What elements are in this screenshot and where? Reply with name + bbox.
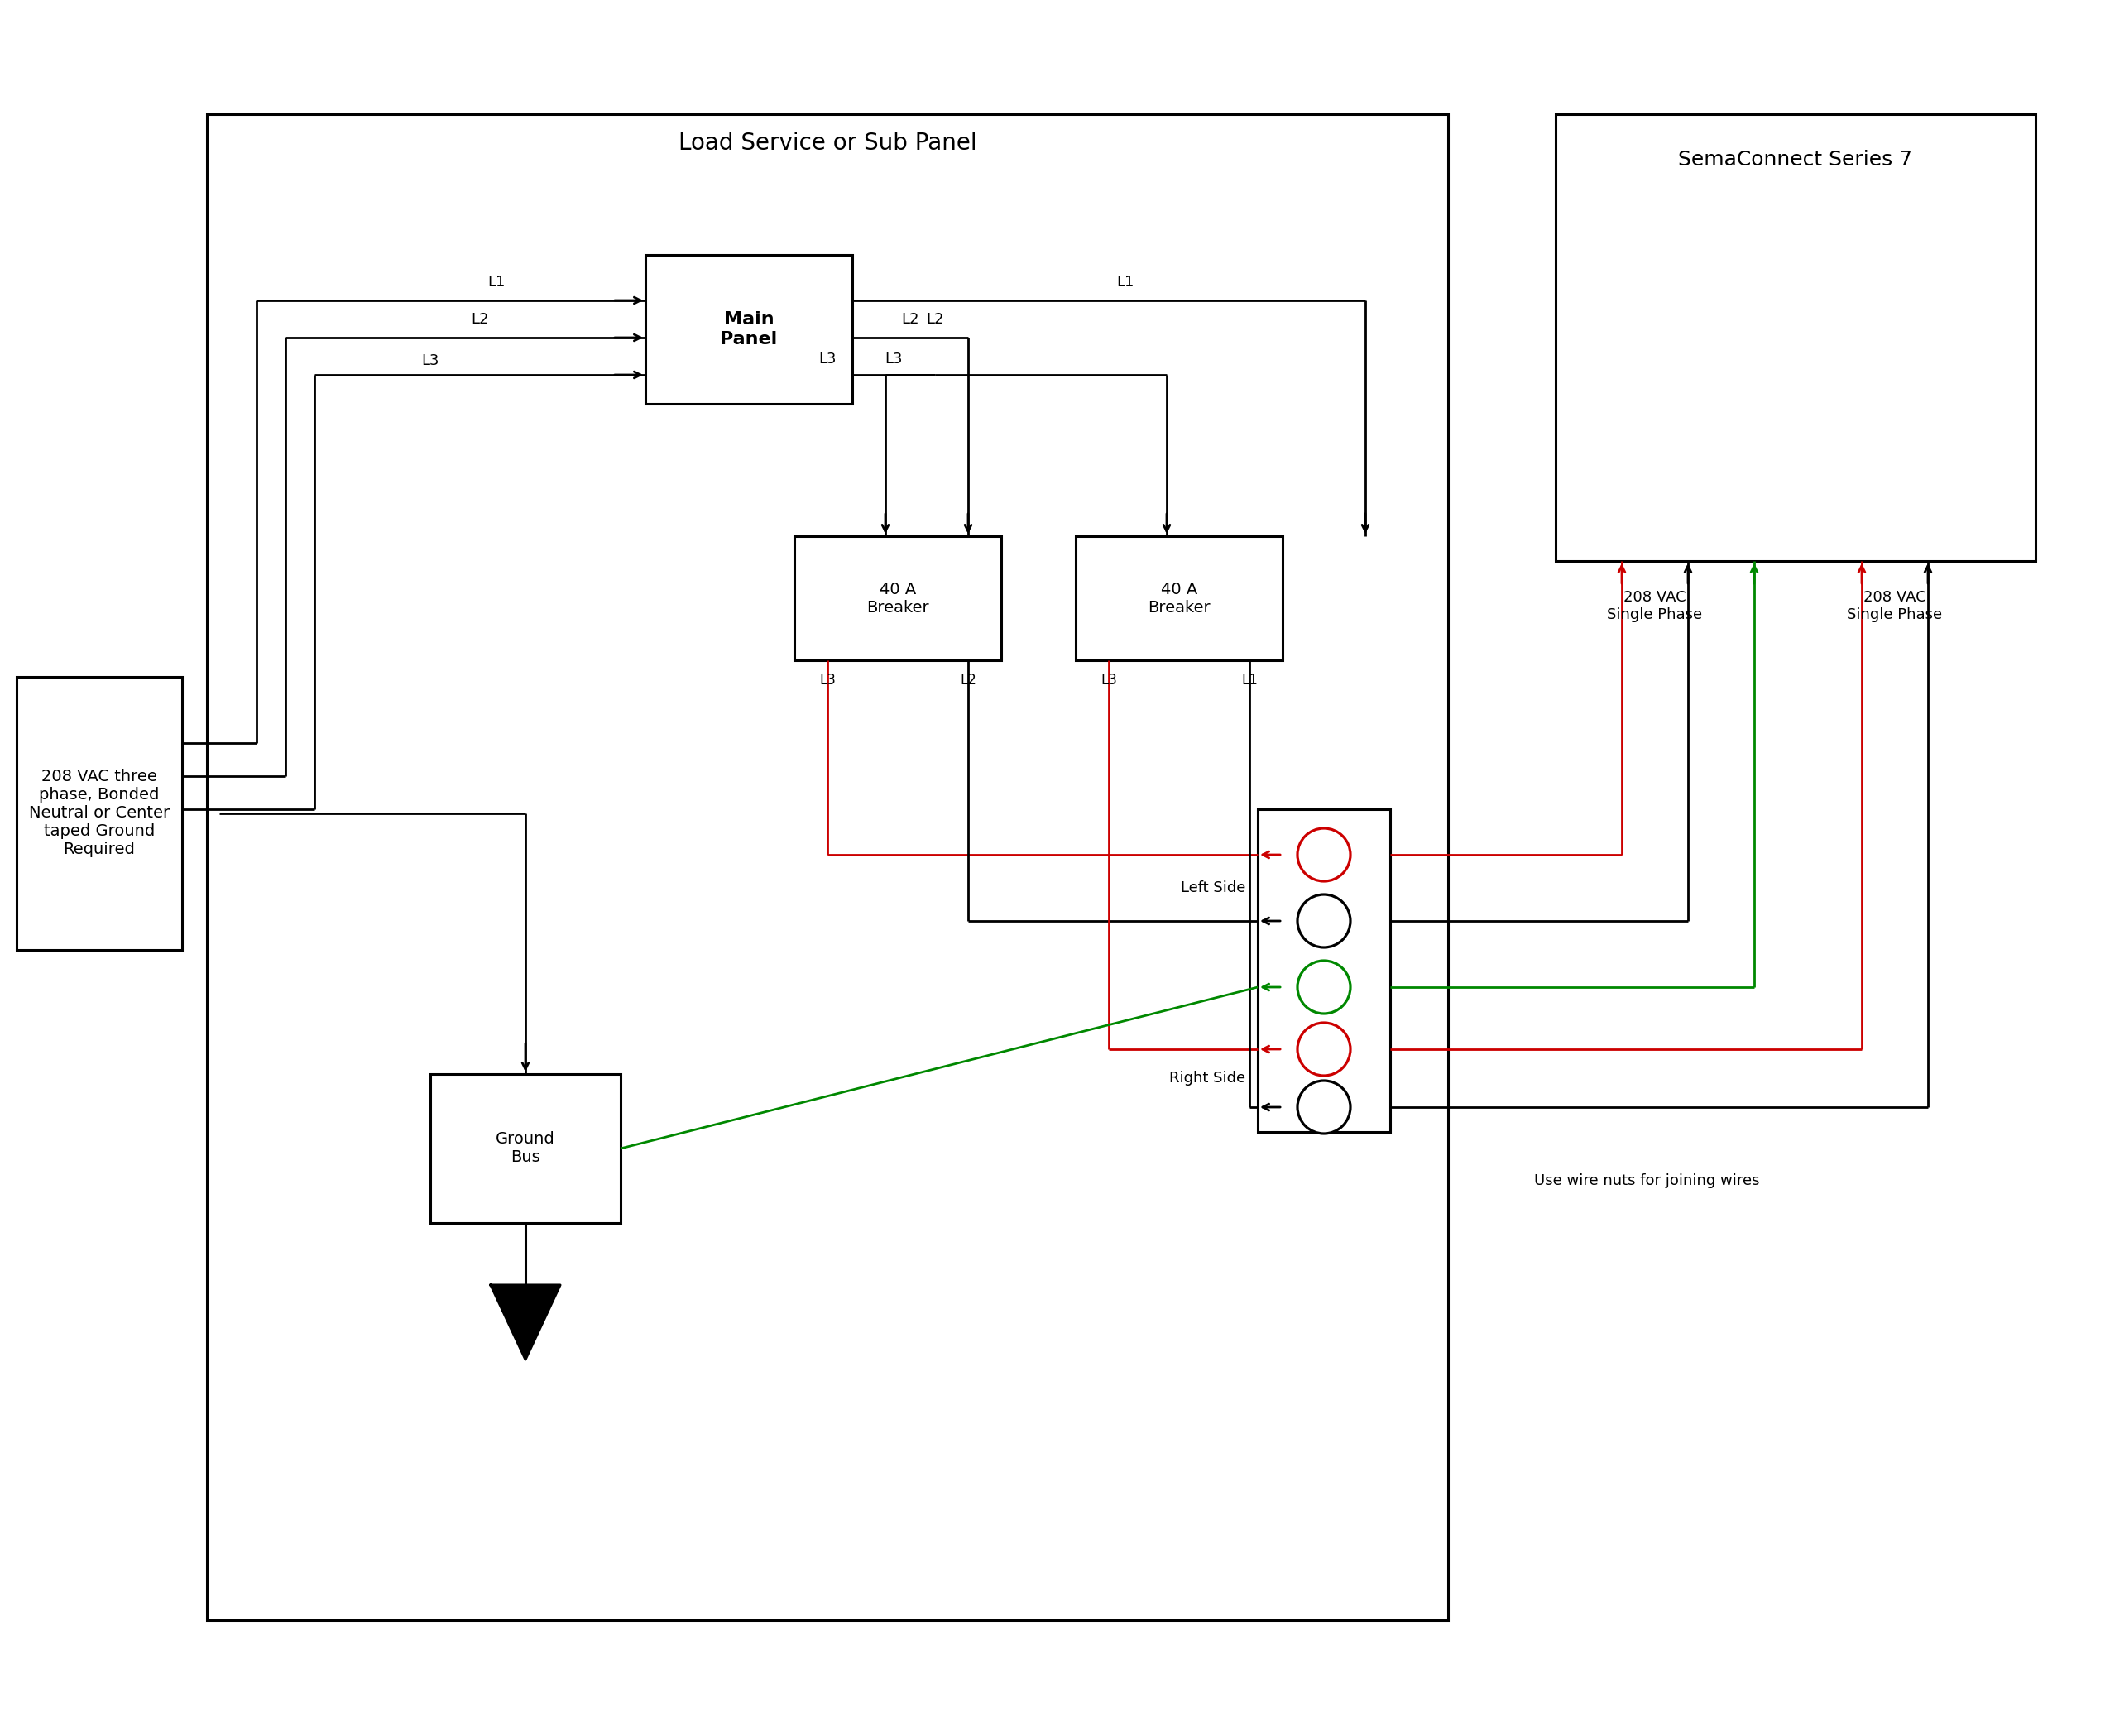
Text: L3: L3 xyxy=(1101,674,1116,687)
Circle shape xyxy=(1298,828,1350,882)
Text: L1: L1 xyxy=(1116,274,1135,290)
Text: Main
Panel: Main Panel xyxy=(720,311,776,347)
Text: SemaConnect Series 7: SemaConnect Series 7 xyxy=(1677,149,1912,170)
Bar xyxy=(646,255,852,404)
Text: 208 VAC three
phase, Bonded
Neutral or Center
taped Ground
Required: 208 VAC three phase, Bonded Neutral or C… xyxy=(30,769,169,858)
Bar xyxy=(1076,536,1283,660)
Text: Left Side: Left Side xyxy=(1179,880,1245,896)
Text: Use wire nuts for joining wires: Use wire nuts for joining wires xyxy=(1534,1174,1760,1187)
Bar xyxy=(1555,115,2036,561)
Circle shape xyxy=(1298,960,1350,1014)
Text: Right Side: Right Side xyxy=(1169,1071,1245,1085)
Text: 208 VAC
Single Phase: 208 VAC Single Phase xyxy=(1846,590,1943,621)
Bar xyxy=(1258,809,1390,1132)
Text: L2: L2 xyxy=(926,312,943,326)
Text: 208 VAC
Single Phase: 208 VAC Single Phase xyxy=(1608,590,1703,621)
Bar xyxy=(17,677,181,950)
Circle shape xyxy=(1298,1080,1350,1134)
Text: 40 A
Breaker: 40 A Breaker xyxy=(867,582,928,615)
Text: Load Service or Sub Panel: Load Service or Sub Panel xyxy=(677,132,977,155)
Bar xyxy=(207,115,1447,1620)
Bar xyxy=(793,536,1002,660)
Circle shape xyxy=(1298,1023,1350,1076)
Text: L1: L1 xyxy=(487,274,504,290)
Text: L3: L3 xyxy=(819,352,836,366)
Text: L3: L3 xyxy=(422,354,439,368)
Text: Ground
Bus: Ground Bus xyxy=(496,1132,555,1165)
Text: L3: L3 xyxy=(819,674,836,687)
Text: L3: L3 xyxy=(884,352,903,366)
Text: L2: L2 xyxy=(901,312,920,326)
Text: L1: L1 xyxy=(1241,674,1258,687)
Bar xyxy=(430,1075,620,1222)
Text: L2: L2 xyxy=(960,674,977,687)
Polygon shape xyxy=(492,1285,559,1359)
Text: L2: L2 xyxy=(471,312,490,326)
Text: 40 A
Breaker: 40 A Breaker xyxy=(1148,582,1211,615)
Circle shape xyxy=(1298,894,1350,948)
